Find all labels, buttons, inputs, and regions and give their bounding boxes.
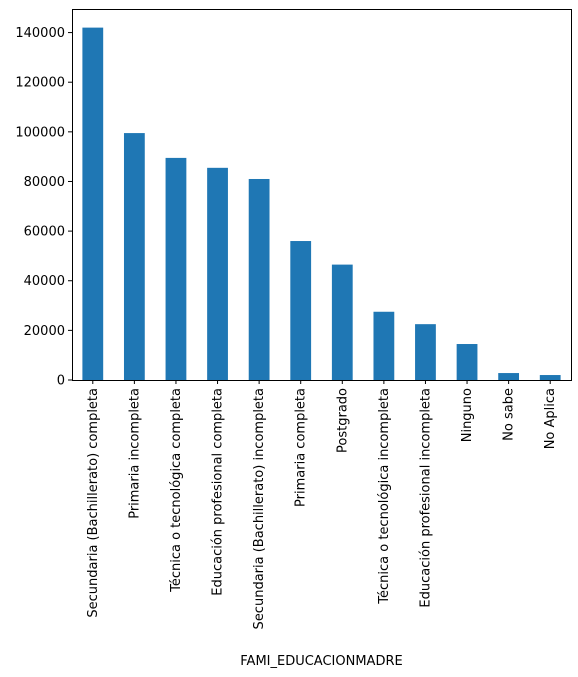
x-tick-label: No Aplica xyxy=(543,388,558,449)
y-tick-label: 120000 xyxy=(15,76,65,91)
x-tick-label: No sabe xyxy=(502,388,517,441)
y-axis: 0 20000 40000 60000 80000 100000 120000 140000 xyxy=(15,26,72,389)
bar xyxy=(415,324,436,380)
bar xyxy=(498,373,520,380)
x-axis: Secundaria (Bachillerato) completa Primar… xyxy=(86,380,558,629)
bar xyxy=(456,344,478,380)
x-tick-label: Postgrado xyxy=(335,388,350,453)
x-tick-label: Primaria completa xyxy=(294,388,309,507)
x-tick-label: Secundaria (Bachillerato) completa xyxy=(86,388,101,618)
x-axis-label: FAMI_EDUCACIONMADRE xyxy=(240,654,402,669)
y-tick-label: 0 xyxy=(57,374,65,389)
bar xyxy=(331,264,353,380)
y-tick-label: 140000 xyxy=(15,26,65,41)
bar xyxy=(290,241,312,380)
x-tick-label: Educación profesional incompleta xyxy=(418,388,433,608)
bar xyxy=(82,27,104,381)
x-tick-label: Educación profesional completa xyxy=(211,388,226,596)
y-tick-label: 100000 xyxy=(15,125,65,140)
x-tick-label: Primaria incompleta xyxy=(127,388,142,519)
y-tick-label: 60000 xyxy=(24,225,65,240)
plot-frame xyxy=(72,9,572,381)
bar xyxy=(373,311,395,380)
bar xyxy=(248,178,270,380)
y-tick-label: 40000 xyxy=(24,274,65,289)
bar xyxy=(539,375,561,380)
x-tick-label: Secundaria (Bachillerato) incompleta xyxy=(252,388,267,629)
x-tick-label: Técnica o tecnológica incompleta xyxy=(377,388,392,605)
bar xyxy=(165,157,187,380)
bars-group xyxy=(82,27,561,381)
bar xyxy=(207,167,228,380)
y-tick-label: 80000 xyxy=(24,175,65,190)
x-tick-label: Técnica o tecnológica completa xyxy=(169,388,184,593)
bar xyxy=(123,133,145,380)
x-tick-label: Ninguno xyxy=(460,388,475,442)
y-tick-label: 20000 xyxy=(24,324,65,339)
